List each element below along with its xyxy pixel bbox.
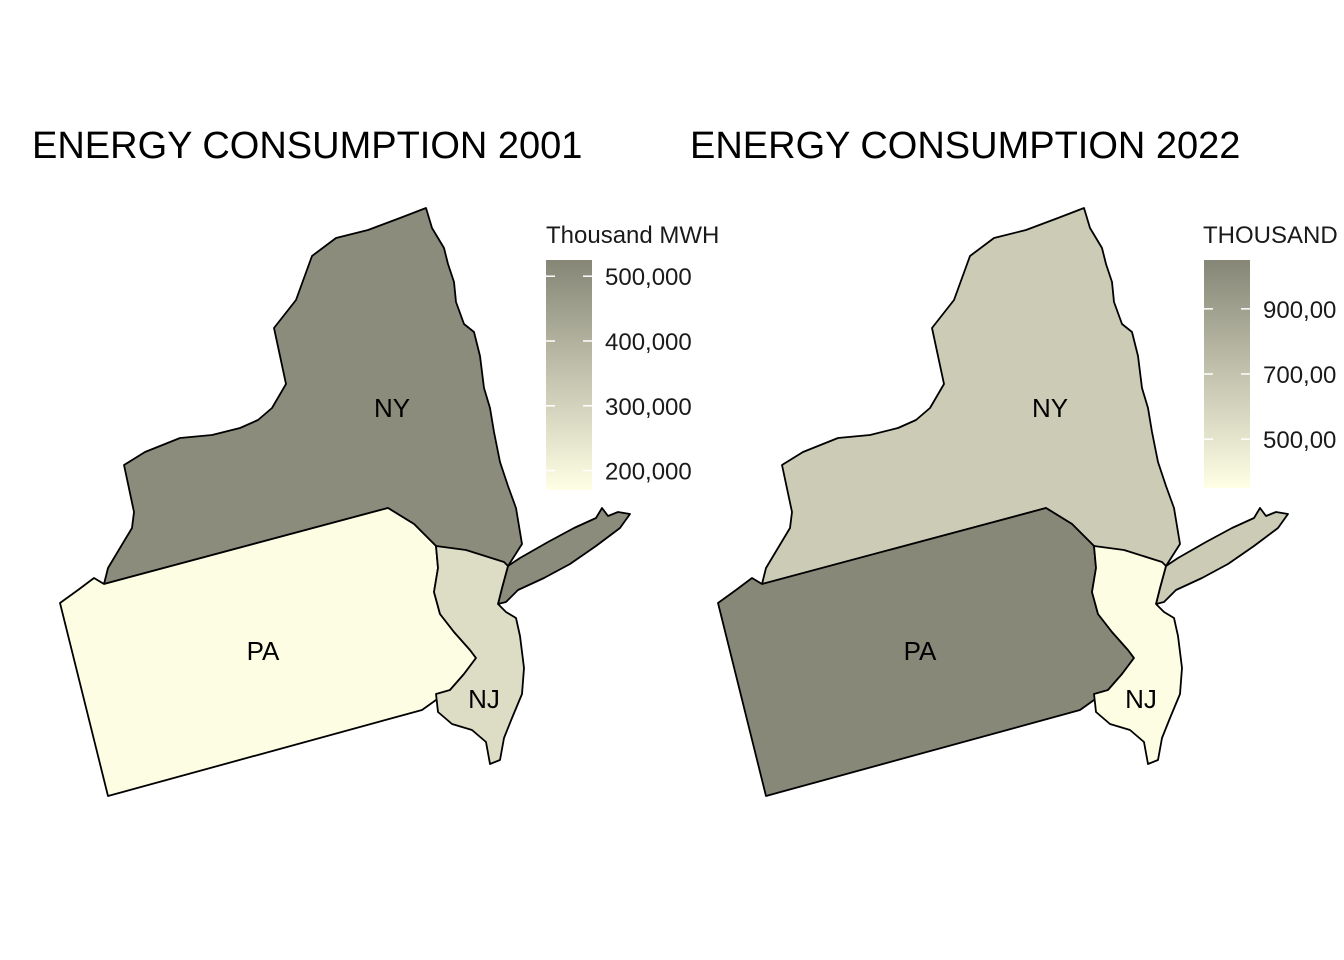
- legend-tick-label: 300,000: [605, 394, 692, 421]
- state-nj: [1091, 545, 1183, 765]
- state-ny-long-island: [1155, 507, 1289, 605]
- legend-tick-label: 400,000: [605, 329, 692, 356]
- legend-tick-label: 500,00: [1263, 427, 1336, 454]
- legend-tick-label: 900,00: [1263, 297, 1336, 324]
- state-label-pa: PA: [247, 636, 280, 666]
- state-label-ny: NY: [1032, 393, 1068, 423]
- legend-title: Thousand MWH: [546, 222, 719, 249]
- map-title: ENERGY CONSUMPTION 2001: [32, 125, 582, 167]
- state-ny: [103, 207, 523, 585]
- state-ny-long-island: [497, 507, 631, 605]
- state-ny: [761, 207, 1181, 585]
- legend-tick-label: 500,000: [605, 264, 692, 291]
- state-nj: [433, 545, 525, 765]
- legend-title: THOUSAND: [1203, 222, 1338, 249]
- legend: Thousand MWH 200,000 300,000 400,000 500,00…: [546, 222, 719, 490]
- state-label-nj: NJ: [468, 684, 500, 714]
- legend-tick-label: 200,000: [605, 459, 692, 486]
- legend-tick-label: 700,00: [1263, 362, 1336, 389]
- legend-ticks: 200,000 300,000 400,000 500,000: [546, 264, 692, 486]
- map-panel-2022: ENERGY CONSUMPTION 2022 NY PA NJ THOUSAN…: [690, 125, 1338, 797]
- map-panel-2001: ENERGY CONSUMPTION 2001 NY PA NJ Thousan…: [32, 125, 719, 797]
- state-label-pa: PA: [904, 636, 937, 666]
- legend-colorbar: [546, 260, 592, 490]
- map-title: ENERGY CONSUMPTION 2022: [690, 125, 1240, 167]
- legend-ticks: 500,00 700,00 900,00: [1204, 297, 1336, 454]
- state-label-ny: NY: [374, 393, 410, 423]
- state-label-nj: NJ: [1125, 684, 1157, 714]
- legend: THOUSAND 500,00 700,00 900,00: [1203, 222, 1338, 488]
